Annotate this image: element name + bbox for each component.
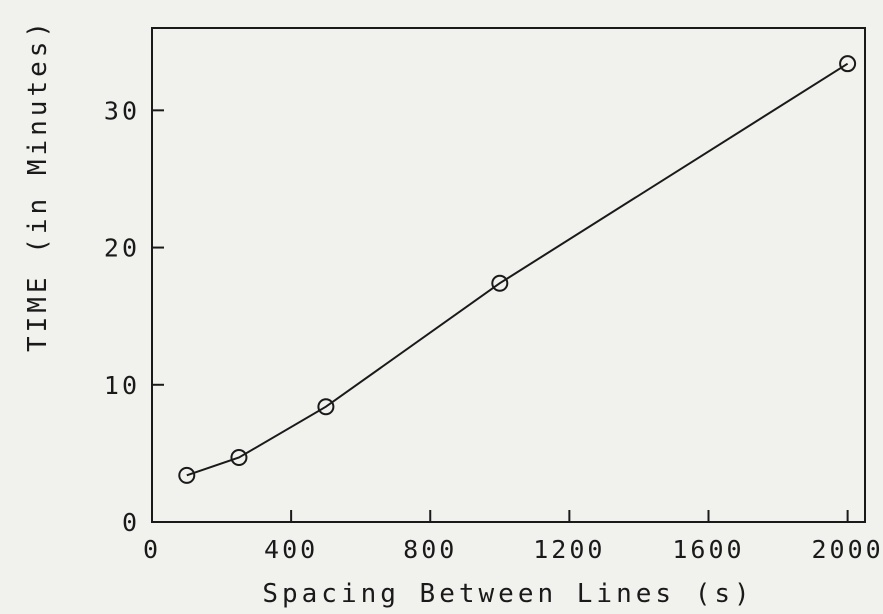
data-point-0 xyxy=(178,466,196,484)
y-tick-label-2: 20 xyxy=(104,234,140,263)
series-line-0 xyxy=(186,62,849,477)
data-point-3 xyxy=(491,274,509,292)
x-axis-ticks: 0 400 800 1200 1600 2000 xyxy=(143,510,883,564)
y-axis-ticks: 0 10 20 30 xyxy=(104,96,164,537)
x-tick-label-2: 800 xyxy=(403,535,457,564)
y-tick-label-0: 0 xyxy=(122,508,140,537)
data-point-4 xyxy=(839,55,857,73)
x-tick-label-0: 0 xyxy=(143,535,161,564)
x-tick-label-4: 1600 xyxy=(672,535,744,564)
data-point-2 xyxy=(317,398,335,416)
x-axis-title: Spacing Between Lines (s) xyxy=(262,579,753,609)
plot-frame xyxy=(151,27,866,523)
data-point-1 xyxy=(230,449,248,467)
series-layer xyxy=(178,55,857,484)
y-tick-label-1: 10 xyxy=(104,371,140,400)
y-axis-title: TIME (in Minutes) xyxy=(23,18,53,352)
y-tick-label-3: 30 xyxy=(104,96,140,125)
x-tick-label-1: 400 xyxy=(264,535,318,564)
x-tick-label-5: 2000 xyxy=(812,535,883,564)
x-tick-label-3: 1200 xyxy=(533,535,605,564)
